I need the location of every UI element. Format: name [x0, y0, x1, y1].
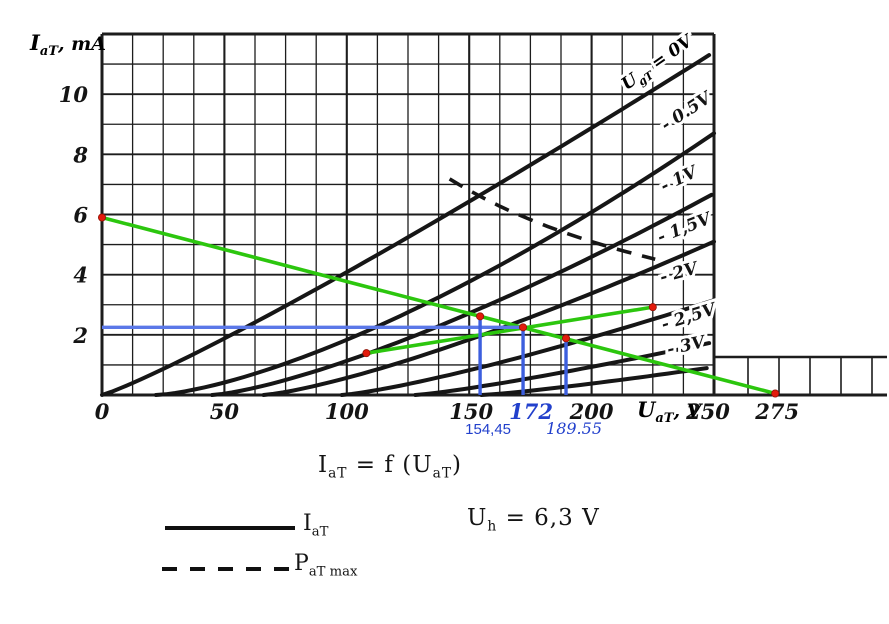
anode-characteristics-plot: UgT = 0V- 0.5V- 1V- 1,5V- 2V- 2,5V- 3V0 5…: [29, 30, 887, 438]
y-tick-label-10: 10: [59, 82, 89, 107]
heater-voltage-note: Uh = 6,3 V: [467, 505, 600, 535]
operating-point-marker: [648, 303, 657, 312]
legend-solid-line-sample: [165, 526, 295, 530]
pmax-dashed-curve: [448, 177, 656, 261]
dc-load-line: [101, 215, 776, 396]
y-tick-label-8: 8: [72, 142, 88, 167]
legend-label-iat: IaT: [303, 511, 329, 540]
ac-load-line: [366, 305, 654, 355]
operating-point-marker: [476, 312, 485, 321]
operating-point-marker: [98, 213, 107, 222]
curve-UgT=0V: [100, 53, 712, 397]
legend-label-pat-max: PaT max: [294, 551, 358, 580]
curve-UgT=-2.5V: [413, 341, 712, 397]
operating-point-marker: [519, 323, 528, 332]
curve-UgT=-1V: [210, 192, 714, 397]
annotation-189.55: 189.55: [546, 419, 602, 438]
x-tick-label-0: 0: [95, 399, 110, 424]
x-tick-label-100: 100: [325, 399, 369, 424]
curve-UgT=-0.5V: [153, 131, 716, 397]
y-axis-title: IaT, mA: [29, 30, 106, 59]
curve-label-UgT=-3V: - 3V: [665, 332, 708, 360]
legend-dashed-line-sample: [162, 567, 289, 571]
curve-UgT=-3V: [479, 366, 709, 397]
curve-UgT=-2V: [339, 298, 716, 397]
x-tick-label-150: 150: [449, 399, 493, 424]
x-tick-label-250: 250: [685, 399, 730, 424]
y-tick-label-2: 2: [72, 323, 88, 348]
x-tick-label-50: 50: [210, 399, 240, 424]
x-tick-label-200: 200: [569, 399, 614, 424]
x-tick-label-275: 275: [754, 399, 799, 424]
annotation-172: 172: [509, 399, 553, 424]
operating-point-marker: [562, 334, 571, 343]
annotation-154,45: 154,45: [465, 421, 511, 438]
chart-title: IaT = f (UaT): [317, 452, 463, 482]
operating-point-marker: [362, 349, 371, 358]
operating-point-marker: [771, 389, 780, 398]
y-tick-label-6: 6: [73, 203, 88, 228]
y-tick-label-4: 4: [73, 263, 88, 288]
x-axis-title: UaT, V: [637, 397, 704, 426]
